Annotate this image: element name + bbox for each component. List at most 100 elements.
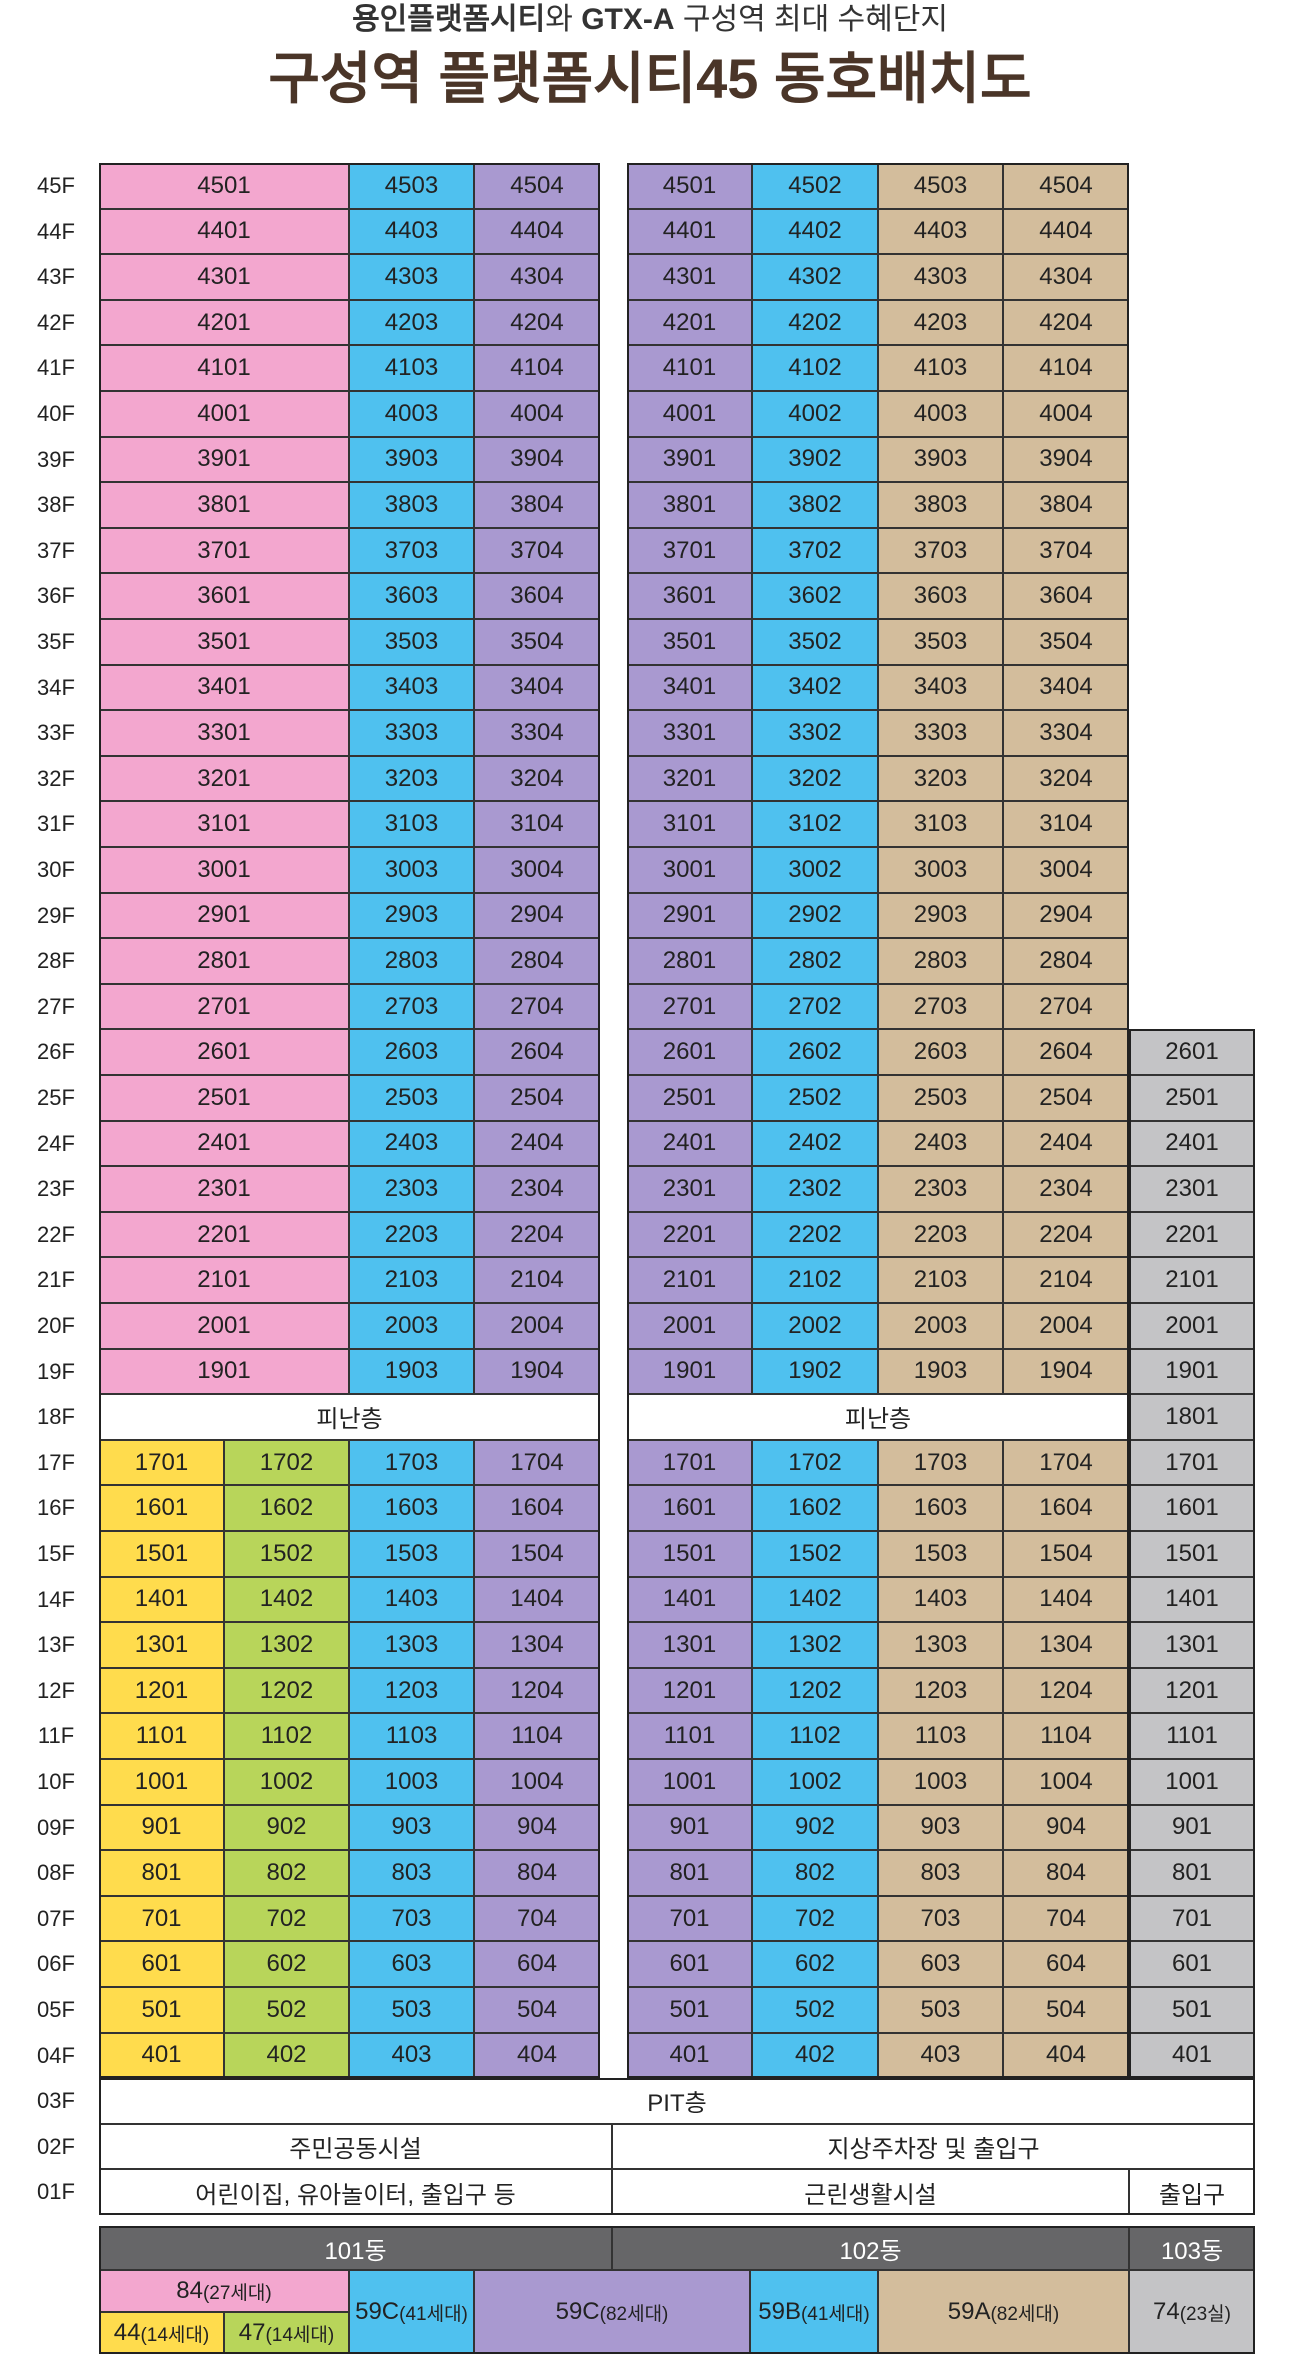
unit-102[interactable]: 1201 — [627, 1667, 752, 1714]
unit-101[interactable]: 2001 — [99, 1303, 349, 1349]
unit-101[interactable]: 801 — [99, 1850, 224, 1896]
unit-102[interactable]: 602 — [752, 1941, 878, 1987]
unit-101[interactable]: 3604 — [474, 573, 600, 619]
unit-102[interactable]: 4202 — [752, 299, 878, 346]
unit-102[interactable]: 502 — [752, 1987, 878, 2033]
unit-102[interactable]: 4402 — [752, 208, 878, 255]
unit-101[interactable]: 4301 — [99, 254, 349, 300]
unit-101[interactable]: 2601 — [99, 1029, 349, 1075]
unit-103[interactable]: 1901 — [1129, 1348, 1255, 1395]
unit-101[interactable]: 4403 — [349, 208, 474, 255]
unit-102[interactable]: 2503 — [878, 1075, 1003, 1121]
unit-102[interactable]: 3102 — [752, 801, 878, 847]
unit-101[interactable]: 2303 — [349, 1166, 474, 1212]
unit-101[interactable]: 4404 — [474, 208, 600, 255]
unit-102[interactable]: 4404 — [1003, 208, 1129, 255]
unit-101[interactable]: 604 — [474, 1941, 600, 1987]
unit-102[interactable]: 2002 — [752, 1303, 878, 1349]
unit-103[interactable]: 1801 — [1129, 1394, 1255, 1440]
unit-103[interactable]: 1001 — [1129, 1759, 1255, 1805]
unit-102[interactable]: 2601 — [627, 1029, 752, 1075]
unit-102[interactable]: 1901 — [627, 1348, 752, 1395]
unit-103[interactable]: 1401 — [1129, 1576, 1255, 1623]
unit-102[interactable]: 3704 — [1003, 527, 1129, 574]
unit-102[interactable]: 2602 — [752, 1029, 878, 1075]
unit-101[interactable]: 3401 — [99, 664, 349, 711]
unit-101[interactable]: 1702 — [224, 1439, 349, 1486]
unit-103[interactable]: 1701 — [1129, 1439, 1255, 1486]
unit-103[interactable]: 2601 — [1129, 1029, 1255, 1075]
unit-102[interactable]: 2501 — [627, 1075, 752, 1121]
unit-102[interactable]: 1904 — [1003, 1348, 1129, 1395]
unit-102[interactable]: 3903 — [878, 436, 1003, 483]
unit-102[interactable]: 4403 — [878, 208, 1003, 255]
unit-101[interactable]: 901 — [99, 1804, 224, 1851]
unit-101[interactable]: 2901 — [99, 892, 349, 939]
unit-101[interactable]: 1001 — [99, 1759, 224, 1805]
unit-102[interactable]: 2302 — [752, 1166, 878, 1212]
unit-102[interactable]: 503 — [878, 1987, 1003, 2033]
unit-101[interactable]: 404 — [474, 2032, 600, 2079]
unit-102[interactable]: 1504 — [1003, 1531, 1129, 1577]
unit-101[interactable]: 3004 — [474, 847, 600, 893]
unit-102[interactable]: 501 — [627, 1987, 752, 2033]
unit-103[interactable]: 701 — [1129, 1895, 1255, 1942]
unit-101[interactable]: 2501 — [99, 1075, 349, 1121]
unit-102[interactable]: 1204 — [1003, 1667, 1129, 1714]
unit-103[interactable]: 2101 — [1129, 1257, 1255, 1303]
unit-102[interactable]: 1103 — [878, 1713, 1003, 1759]
unit-102[interactable]: 4501 — [627, 163, 752, 209]
unit-101[interactable]: 903 — [349, 1804, 474, 1851]
unit-101[interactable]: 1904 — [474, 1348, 600, 1395]
unit-101[interactable]: 2203 — [349, 1211, 474, 1258]
unit-102[interactable]: 2704 — [1003, 983, 1129, 1030]
unit-102[interactable]: 1502 — [752, 1531, 878, 1577]
unit-101[interactable]: 3801 — [99, 482, 349, 528]
unit-102[interactable]: 3403 — [878, 664, 1003, 711]
unit-102[interactable]: 701 — [627, 1895, 752, 1942]
unit-101[interactable]: 502 — [224, 1987, 349, 2033]
unit-101[interactable]: 504 — [474, 1987, 600, 2033]
unit-102[interactable]: 801 — [627, 1850, 752, 1896]
unit-101[interactable]: 2801 — [99, 938, 349, 984]
unit-101[interactable]: 603 — [349, 1941, 474, 1987]
unit-101[interactable]: 3304 — [474, 710, 600, 756]
unit-102[interactable]: 3804 — [1003, 482, 1129, 528]
unit-102[interactable]: 2804 — [1003, 938, 1129, 984]
unit-102[interactable]: 2001 — [627, 1303, 752, 1349]
unit-101[interactable]: 1401 — [99, 1576, 224, 1623]
unit-102[interactable]: 3902 — [752, 436, 878, 483]
unit-103[interactable]: 901 — [1129, 1804, 1255, 1851]
unit-101[interactable]: 3001 — [99, 847, 349, 893]
unit-101[interactable]: 503 — [349, 1987, 474, 2033]
unit-102[interactable]: 4004 — [1003, 391, 1129, 437]
unit-102[interactable]: 2402 — [752, 1120, 878, 1167]
unit-102[interactable]: 1202 — [752, 1667, 878, 1714]
unit-102[interactable]: 3603 — [878, 573, 1003, 619]
unit-102[interactable]: 3304 — [1003, 710, 1129, 756]
unit-101[interactable]: 1204 — [474, 1667, 600, 1714]
unit-101[interactable]: 4303 — [349, 254, 474, 300]
unit-101[interactable]: 4203 — [349, 299, 474, 346]
unit-102[interactable]: 4001 — [627, 391, 752, 437]
unit-102[interactable]: 604 — [1003, 1941, 1129, 1987]
unit-101[interactable]: 701 — [99, 1895, 224, 1942]
unit-101[interactable]: 4103 — [349, 345, 474, 391]
unit-102[interactable]: 2504 — [1003, 1075, 1129, 1121]
unit-103[interactable]: 401 — [1129, 2032, 1255, 2079]
unit-102[interactable]: 4204 — [1003, 299, 1129, 346]
unit-101[interactable]: 2103 — [349, 1257, 474, 1303]
unit-102[interactable]: 3004 — [1003, 847, 1129, 893]
unit-101[interactable]: 601 — [99, 1941, 224, 1987]
unit-101[interactable]: 1602 — [224, 1485, 349, 1531]
unit-101[interactable]: 902 — [224, 1804, 349, 1851]
unit-101[interactable]: 3104 — [474, 801, 600, 847]
unit-102[interactable]: 1203 — [878, 1667, 1003, 1714]
unit-101[interactable]: 3903 — [349, 436, 474, 483]
unit-101[interactable]: 2904 — [474, 892, 600, 939]
unit-101[interactable]: 1103 — [349, 1713, 474, 1759]
unit-102[interactable]: 2201 — [627, 1211, 752, 1258]
unit-101[interactable]: 704 — [474, 1895, 600, 1942]
unit-102[interactable]: 3803 — [878, 482, 1003, 528]
unit-102[interactable]: 3501 — [627, 619, 752, 665]
